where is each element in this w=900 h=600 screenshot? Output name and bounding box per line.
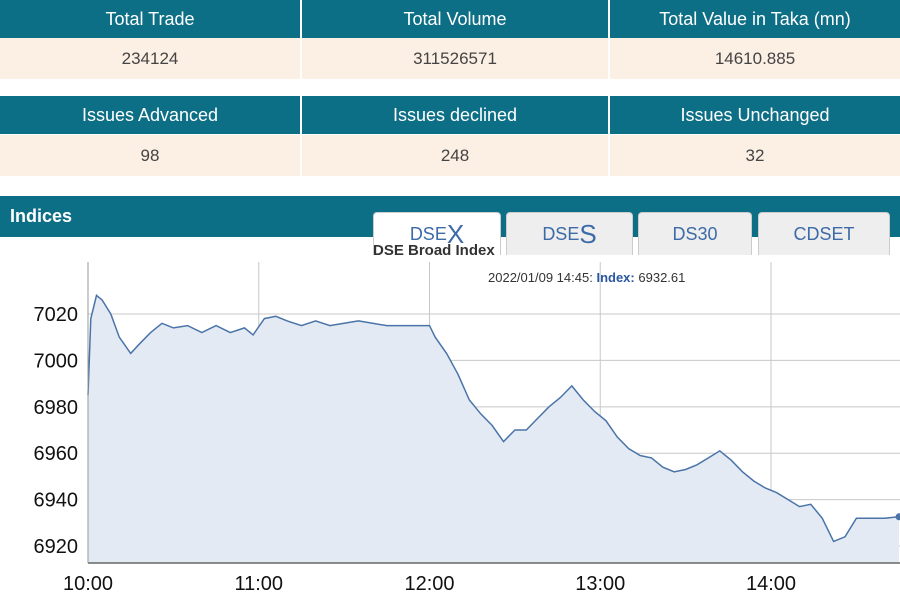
y-tick-label: 6920 <box>34 536 79 558</box>
tab[interactable]: DSE X <box>373 212 501 255</box>
cell: 32 <box>610 135 900 176</box>
chart-title: DSE Broad Index <box>373 242 495 259</box>
annotation: 2022/01/09 14:45: Index: 6932.61 <box>488 270 685 285</box>
table-header: Total Trade Total Volume Total Value in … <box>0 0 900 38</box>
x-tick-label: 13:00 <box>575 573 625 595</box>
plot: 6920 6940 6960 6980 7000 7020 10:00 11:00 12:00 1… <box>34 262 900 595</box>
tab-label[interactable]: S <box>579 219 597 249</box>
section-title: Indices <box>10 206 73 226</box>
tab-label[interactable]: DS30 <box>672 224 718 244</box>
tab[interactable]: DS30 <box>638 212 752 255</box>
tab[interactable]: DSE S <box>506 212 633 255</box>
cell: 14610.885 <box>610 38 900 79</box>
end-marker <box>895 513 900 521</box>
x-tick-label: 14:00 <box>746 573 796 595</box>
table-row: 234124 311526571 14610.885 <box>0 38 900 79</box>
header-cell: Total Volume <box>302 0 608 38</box>
tab[interactable]: CDSET <box>758 212 890 255</box>
cell: 311526571 <box>302 38 608 79</box>
annotation-time: 2022/01/09 14:45: <box>488 270 593 285</box>
annotation-label: Index: <box>596 270 634 285</box>
table-row: 98 248 32 <box>0 135 900 176</box>
x-tick-label: 10:00 <box>63 573 113 595</box>
tab-label[interactable]: DSE <box>409 224 447 244</box>
header-cell: Total Value in Taka (mn) <box>610 0 900 38</box>
area <box>88 295 900 563</box>
chart: 6920 6940 6960 6980 7000 7020 10:00 11:00 12:00 1… <box>34 242 900 595</box>
line <box>87 294 900 543</box>
tab-label[interactable]: X <box>446 219 465 249</box>
cell: 98 <box>0 135 300 176</box>
cell: 248 <box>302 135 608 176</box>
y-tick-label: 6940 <box>34 490 79 512</box>
y-tick-label: 7000 <box>34 350 79 372</box>
y-tick-label: 6960 <box>34 443 79 465</box>
header-cell: Total Trade <box>0 0 300 38</box>
tab-label[interactable]: DSE <box>542 224 580 244</box>
table-header: Issues Advanced Issues declined Issues U… <box>0 96 900 134</box>
header-cell: Issues Unchanged <box>610 96 900 134</box>
x-tick-label: 11:00 <box>234 573 283 595</box>
x-tick-label: 12:00 <box>404 573 454 595</box>
header-cell: Issues Advanced <box>0 96 300 134</box>
header-cell: Issues declined <box>302 96 608 134</box>
cell: 234124 <box>0 38 300 79</box>
annotation-value: 6932.61 <box>638 270 685 285</box>
y-tick-label: 6980 <box>34 397 79 419</box>
tab-label[interactable]: CDSET <box>793 224 855 244</box>
y-tick-label: 7020 <box>34 304 79 326</box>
